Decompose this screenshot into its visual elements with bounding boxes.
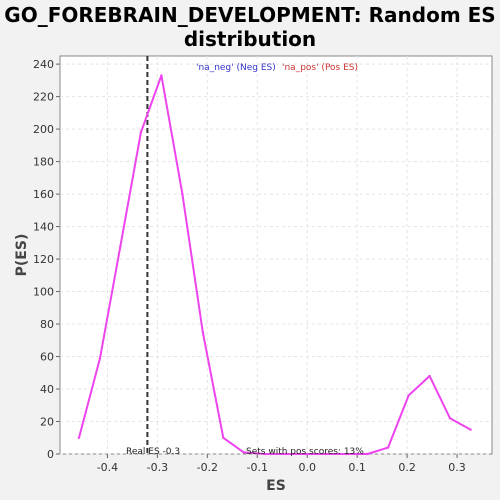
y-axis-title: P(ES) [14, 234, 30, 277]
series-point [242, 451, 245, 454]
series-point [181, 192, 184, 196]
series-point [386, 446, 390, 449]
chart-title-line-1: GO_FOREBRAIN_DEVELOPMENT: Random ES [4, 3, 495, 27]
chart-title-line-2: distribution [184, 27, 316, 51]
legend-pos-label: 'na_pos' (Pos ES) [282, 63, 358, 73]
y-tick-label: 100 [33, 286, 54, 299]
series-point [407, 394, 410, 397]
y-tick-label: 0 [47, 448, 54, 461]
series-point [428, 374, 431, 378]
y-tick-label: 60 [40, 351, 54, 364]
y-tick-label: 20 [40, 416, 54, 429]
y-tick-label: 220 [33, 91, 54, 104]
series-point [366, 452, 369, 456]
series-point [201, 330, 205, 334]
x-tick-label: 0.3 [448, 461, 466, 474]
x-tick-label: -0.1 [247, 461, 268, 474]
series-es [77, 74, 472, 456]
y-tick-label: 120 [33, 253, 54, 266]
pos-scores-note: Sets with pos scores: 13% [246, 447, 364, 457]
series-point [324, 452, 328, 456]
series-point [222, 436, 225, 439]
x-tick-label: -0.3 [147, 461, 168, 474]
y-tick-label: 160 [33, 188, 54, 201]
x-tick-label: -0.4 [97, 461, 118, 474]
series-point [139, 131, 143, 134]
x-axis-title: ES [266, 478, 286, 494]
y-tick-label: 200 [33, 123, 54, 136]
y-tick-label: 180 [33, 156, 54, 169]
series-point [119, 244, 122, 248]
series-point [448, 417, 452, 420]
series-point [77, 436, 81, 439]
x-tick-label: 0.1 [348, 461, 366, 474]
series-point [98, 356, 102, 360]
plot-area [59, 55, 493, 455]
y-tick-label: 140 [33, 221, 54, 234]
series-point [469, 428, 472, 431]
axes: 0 20 40 60 80 100 120 140 160 180 200 220 240 -0.4 -0.… [33, 58, 466, 474]
y-tick-label: 240 [33, 58, 54, 71]
series-point [345, 452, 349, 456]
x-tick-label: 0.0 [298, 461, 316, 474]
x-tick-label: -0.2 [197, 461, 218, 474]
legend-neg-label: 'na_neg' (Neg ES) [196, 63, 276, 73]
series-point [284, 452, 287, 456]
series-line [78, 74, 471, 455]
y-tick-label: 80 [40, 318, 54, 331]
series-point [160, 74, 163, 77]
series-point [304, 452, 307, 456]
x-tick-label: 0.2 [398, 461, 416, 474]
grid-lines [60, 56, 492, 455]
series-point [263, 452, 266, 456]
y-tick-label: 40 [40, 383, 54, 396]
real-es-label: Real ES -0.3 [126, 447, 180, 457]
